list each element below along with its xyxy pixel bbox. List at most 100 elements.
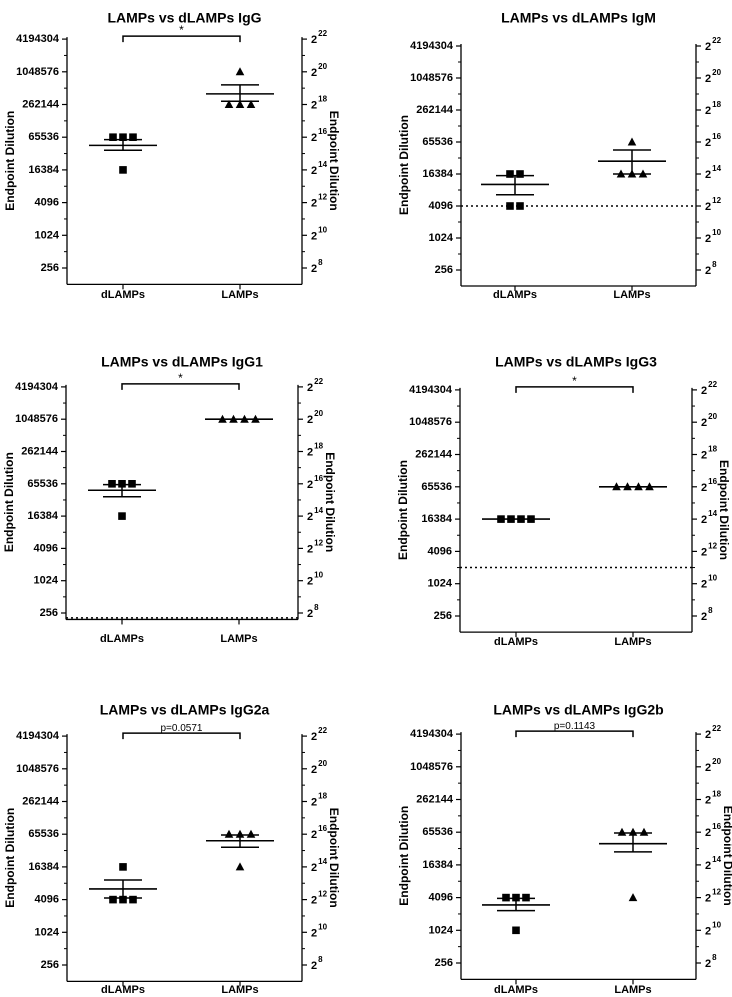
data-point-square [516, 170, 524, 178]
x-tick-label: LAMPs [221, 289, 258, 301]
y-tick-label: 1048576 [15, 413, 58, 425]
y2-axis-title: Endpoint Dilution [327, 808, 341, 908]
y-tick-label: 65536 [28, 131, 59, 143]
y-tick-label: 65536 [422, 826, 453, 838]
y2-tick-label: 220 [311, 759, 328, 776]
y-tick-label: 4194304 [410, 728, 454, 740]
data-point-square [119, 133, 127, 141]
y-tick-label: 262144 [21, 446, 59, 458]
x-tick-label: LAMPs [221, 984, 258, 996]
y-tick-label: 256 [434, 610, 452, 622]
significance-label: * [178, 371, 183, 385]
y-tick-label: 4096 [429, 200, 453, 212]
y2-tick-label: 212 [705, 888, 722, 905]
data-point-square [506, 170, 514, 178]
significance-bracket [515, 386, 634, 393]
data-point-square [128, 480, 136, 488]
y2-tick-label: 28 [705, 953, 717, 970]
y-tick-label: 4096 [429, 892, 453, 904]
data-point-triangle [224, 829, 234, 838]
y2-tick-label: 222 [705, 36, 722, 53]
chart-panel-2: LAMPs vs dLAMPs IgM 256 1024 4096 16384 65536… [397, 9, 722, 301]
y-tick-label: 4194304 [16, 33, 60, 45]
y-tick-label: 65536 [422, 136, 453, 148]
data-point-square [129, 895, 137, 904]
x-tick-label: dLAMPs [494, 984, 538, 996]
y2-tick-label: 222 [701, 380, 718, 397]
y2-tick-label: 220 [311, 62, 328, 79]
y2-axis-title: Endpoint Dilution [717, 460, 731, 560]
y2-tick-label: 28 [705, 260, 717, 277]
y2-tick-label: 212 [701, 541, 718, 558]
y2-tick-label: 220 [705, 68, 722, 85]
data-point-square [506, 202, 514, 210]
y-tick-label: 1024 [35, 926, 60, 938]
y2-tick-label: 210 [311, 922, 328, 939]
y2-tick-label: 218 [311, 792, 328, 809]
y-tick-label: 256 [435, 957, 453, 969]
x-tick-label: LAMPs [614, 984, 651, 996]
y-tick-label: 4096 [34, 542, 58, 554]
y-tick-label: 1024 [429, 232, 454, 244]
y-tick-label: 16384 [28, 164, 59, 176]
y2-axis-title: Endpoint Dilution [721, 806, 732, 906]
y-tick-label: 1024 [35, 229, 60, 241]
y-tick-label: 256 [40, 607, 58, 619]
y-tick-label: 4194304 [409, 384, 453, 396]
significance-label: p=0.0571 [161, 723, 203, 734]
y-tick-label: 16384 [422, 168, 453, 180]
y2-tick-label: 218 [311, 95, 328, 112]
data-point-triangle [639, 827, 649, 836]
chart-panel-5: LAMPs vs dLAMPs IgG2a 256 1024 4096 16384 655… [3, 701, 341, 996]
y2-tick-label: 212 [307, 538, 324, 555]
data-point-square [109, 895, 117, 904]
data-point-triangle [224, 100, 234, 108]
x-tick-label: LAMPs [613, 289, 650, 301]
data-point-square [118, 512, 126, 520]
chart-title: LAMPs vs dLAMPs IgG3 [495, 353, 657, 369]
data-point-square [109, 133, 117, 141]
y2-tick-label: 214 [311, 160, 328, 177]
y-tick-label: 1024 [428, 578, 453, 590]
chart-panel-6: LAMPs vs dLAMPs IgG2b 256 1024 4096 16384 655… [397, 701, 732, 996]
y-tick-label: 262144 [415, 449, 453, 461]
significance-label: * [572, 374, 577, 388]
y2-tick-label: 28 [311, 955, 323, 972]
y-axis-title: Endpoint Dilution [3, 111, 17, 211]
y-tick-label: 1048576 [410, 761, 453, 773]
y-tick-label: 262144 [416, 104, 454, 116]
y2-tick-label: 218 [307, 442, 324, 459]
y2-tick-label: 28 [311, 258, 323, 275]
y2-tick-label: 214 [705, 164, 722, 181]
y2-tick-label: 222 [705, 724, 722, 741]
y-tick-label: 1024 [429, 924, 454, 936]
significance-bracket [515, 730, 634, 738]
data-point-square [512, 926, 520, 935]
y-axis-title: Endpoint Dilution [396, 460, 410, 560]
y-tick-label: 262144 [22, 796, 60, 808]
y2-tick-label: 222 [311, 29, 328, 46]
y2-tick-label: 214 [311, 857, 328, 874]
y2-tick-label: 218 [701, 445, 718, 462]
y2-tick-label: 28 [307, 603, 319, 620]
y-axis-title: Endpoint Dilution [397, 806, 411, 906]
y2-tick-label: 216 [701, 477, 718, 494]
y2-axis-title: Endpoint Dilution [323, 452, 337, 552]
data-point-triangle [235, 67, 245, 76]
y2-tick-label: 216 [705, 132, 722, 149]
y-tick-label: 16384 [28, 861, 59, 873]
chart-panel-4: LAMPs vs dLAMPs IgG3 256 1024 4096 16384 6553… [396, 353, 731, 648]
significance-bracket [121, 383, 240, 390]
y2-tick-label: 220 [705, 757, 722, 774]
y-tick-label: 1024 [34, 575, 59, 587]
x-tick-label: dLAMPs [101, 984, 145, 996]
x-tick-label: LAMPs [220, 633, 257, 645]
y-tick-label: 1048576 [16, 763, 59, 775]
y2-tick-label: 216 [311, 824, 328, 841]
y2-tick-label: 220 [307, 409, 324, 426]
chart-title: LAMPs vs dLAMPs IgG1 [101, 353, 263, 369]
y-tick-label: 256 [435, 264, 453, 276]
y-tick-label: 65536 [28, 828, 59, 840]
data-point-square [502, 893, 510, 902]
